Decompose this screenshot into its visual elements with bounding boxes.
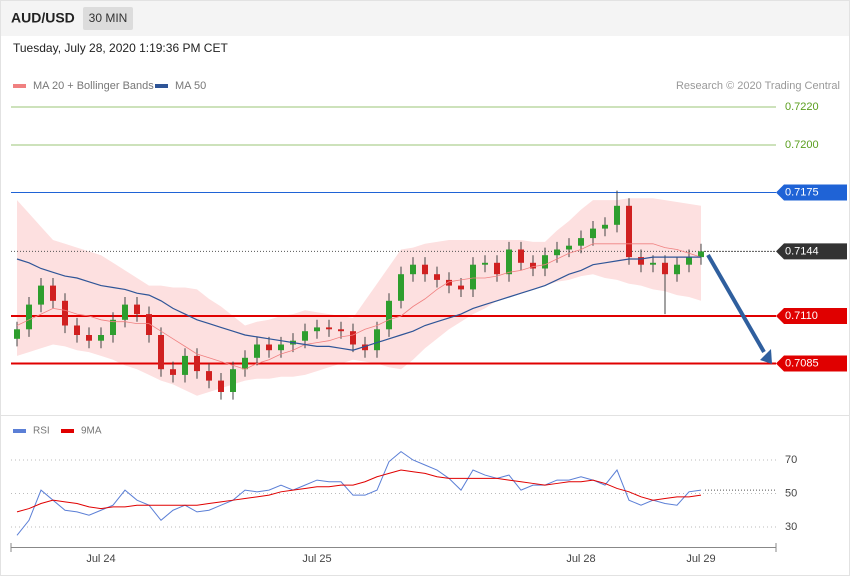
bollinger-band bbox=[17, 198, 701, 396]
candle-body bbox=[626, 205, 632, 258]
candle-body bbox=[518, 249, 524, 263]
candle-body bbox=[470, 264, 476, 290]
candle-body bbox=[458, 285, 464, 290]
candle-body bbox=[410, 264, 416, 275]
candle-body bbox=[230, 369, 236, 392]
legend-swatch bbox=[155, 84, 168, 88]
candle-body bbox=[38, 285, 44, 305]
x-tick-label: Jul 25 bbox=[302, 553, 331, 565]
candle-body bbox=[314, 327, 320, 332]
candle-body bbox=[674, 264, 680, 275]
candle-body bbox=[602, 224, 608, 229]
candle-body bbox=[26, 304, 32, 330]
candle-body bbox=[590, 228, 596, 239]
level-label-box bbox=[776, 355, 847, 372]
projection-arrow bbox=[706, 254, 766, 353]
candle-body bbox=[110, 319, 116, 335]
candle-body bbox=[530, 262, 536, 269]
candle-body bbox=[242, 357, 248, 370]
ma-line bbox=[16, 243, 702, 370]
candle-body bbox=[566, 245, 572, 250]
candle-body bbox=[398, 274, 404, 301]
candle-body bbox=[170, 369, 176, 375]
candle-body bbox=[50, 285, 56, 301]
level-label-box bbox=[776, 243, 847, 260]
legend-swatch bbox=[13, 429, 26, 433]
x-tick-label: Jul 29 bbox=[686, 553, 715, 565]
candle-body bbox=[614, 205, 620, 225]
x-tick-label: Jul 28 bbox=[566, 553, 595, 565]
candle-body bbox=[254, 344, 260, 358]
legend-swatch bbox=[61, 429, 74, 433]
y-tick-label: 50 bbox=[785, 487, 797, 499]
candle-body bbox=[650, 262, 656, 265]
legend-label: 9MA bbox=[81, 426, 102, 437]
line bbox=[16, 450, 702, 536]
legend-label: MA 50 bbox=[175, 80, 206, 92]
candle-body bbox=[206, 371, 212, 381]
candle-body bbox=[686, 257, 692, 265]
candle-body bbox=[326, 327, 332, 330]
level-label: 0.7200 bbox=[785, 139, 819, 151]
level-label: 0.7110 bbox=[785, 310, 818, 322]
level-label: 0.7085 bbox=[785, 357, 819, 369]
candle-body bbox=[422, 264, 428, 275]
header-bar bbox=[0, 0, 850, 36]
candle-body bbox=[338, 329, 344, 332]
candle-body bbox=[86, 335, 92, 341]
legend-label: MA 20 + Bollinger Bands bbox=[33, 80, 154, 92]
level-label-box bbox=[776, 308, 847, 324]
candle-body bbox=[386, 300, 392, 330]
candle-body bbox=[362, 344, 368, 351]
candle-body bbox=[482, 262, 488, 265]
candle-body bbox=[158, 335, 164, 370]
y-tick-label: 70 bbox=[785, 454, 797, 466]
interval-badge[interactable] bbox=[83, 7, 133, 30]
candle-body bbox=[446, 279, 452, 286]
ma-line bbox=[16, 256, 701, 351]
candle-body bbox=[194, 355, 200, 372]
legend-label: RSI bbox=[33, 426, 50, 437]
level-label: 0.7144 bbox=[785, 245, 819, 257]
candle-body bbox=[302, 331, 308, 341]
candle-body bbox=[98, 335, 104, 341]
candle-body bbox=[554, 249, 560, 256]
candle-body bbox=[14, 329, 20, 339]
symbol: AUD/USD bbox=[11, 10, 75, 26]
candle-body bbox=[278, 344, 284, 351]
level-label: 0.7220 bbox=[785, 101, 819, 113]
candle-body bbox=[434, 274, 440, 280]
candle-body bbox=[62, 300, 68, 326]
line bbox=[16, 469, 702, 513]
interval[interactable]: 30 MIN bbox=[89, 11, 128, 25]
candle-body bbox=[494, 262, 500, 275]
level-label: 0.7175 bbox=[785, 186, 819, 198]
legend-swatch bbox=[13, 84, 26, 88]
candle-body bbox=[578, 238, 584, 246]
level-label-box bbox=[776, 184, 847, 201]
candle-body bbox=[374, 329, 380, 351]
candle-body bbox=[134, 304, 140, 315]
candle-body bbox=[662, 262, 668, 275]
credit: Research © 2020 Trading Central bbox=[676, 80, 840, 92]
candle-body bbox=[506, 249, 512, 275]
y-tick-label: 30 bbox=[785, 521, 797, 533]
candle-body bbox=[638, 257, 644, 265]
candle-body bbox=[182, 355, 188, 375]
candle-body bbox=[146, 314, 152, 335]
projection-arrow-head bbox=[760, 349, 772, 364]
candle-body bbox=[698, 251, 704, 258]
candle-body bbox=[542, 255, 548, 269]
candle-body bbox=[350, 331, 356, 345]
candle-body bbox=[122, 304, 128, 320]
date: Tuesday, July 28, 2020 1:19:36 PM CET bbox=[13, 41, 228, 55]
candle-body bbox=[266, 344, 272, 351]
candle-body bbox=[74, 325, 80, 335]
candle-body bbox=[218, 380, 224, 392]
x-tick-label: Jul 24 bbox=[86, 553, 115, 565]
